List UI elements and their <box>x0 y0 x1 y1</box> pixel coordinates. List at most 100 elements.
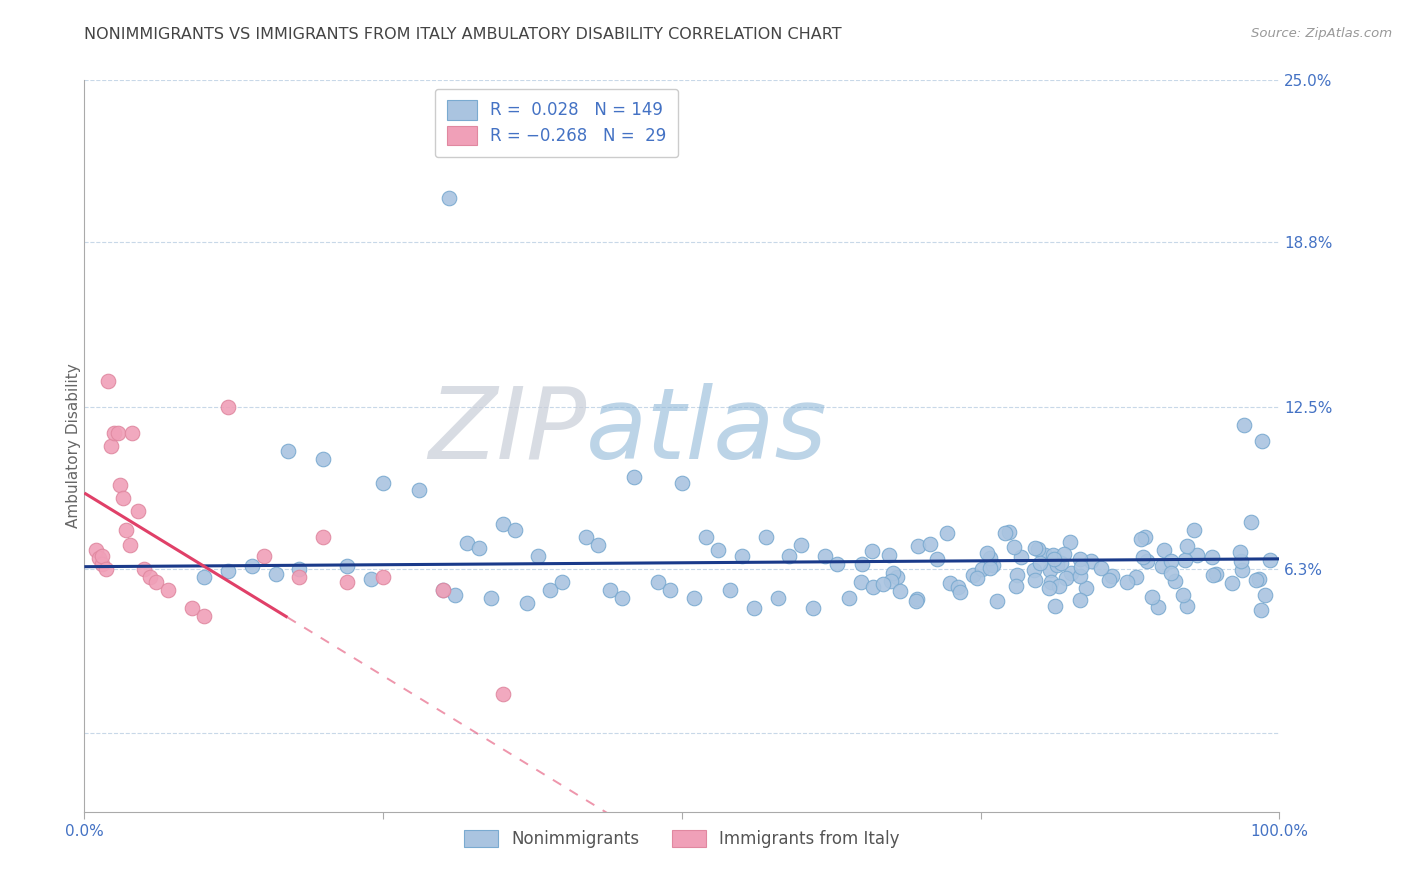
Point <box>1080 554 1102 568</box>
Point <box>312 452 335 467</box>
Point <box>91 557 114 571</box>
Point <box>1233 418 1256 433</box>
Point <box>1053 547 1076 561</box>
Point <box>1076 581 1098 595</box>
Point <box>492 517 515 532</box>
Point <box>588 538 610 552</box>
Point <box>1230 563 1253 577</box>
Point <box>516 596 538 610</box>
Point <box>1205 567 1227 582</box>
Point <box>217 400 239 414</box>
Point <box>1046 558 1069 573</box>
Point <box>1240 515 1263 529</box>
Point <box>110 478 132 492</box>
Point <box>1005 567 1028 582</box>
Point <box>551 574 574 589</box>
Point <box>1230 553 1253 567</box>
Point <box>118 538 141 552</box>
Point <box>277 444 299 458</box>
Point <box>468 541 491 555</box>
Point <box>312 530 335 544</box>
Point <box>742 601 765 615</box>
Text: NONIMMIGRANTS VS IMMIGRANTS FROM ITALY AMBULATORY DISABILITY CORRELATION CHART: NONIMMIGRANTS VS IMMIGRANTS FROM ITALY A… <box>84 27 842 42</box>
Point <box>1101 569 1123 583</box>
Point <box>882 566 904 580</box>
Point <box>1254 588 1277 602</box>
Point <box>1069 593 1091 607</box>
Point <box>1135 530 1157 544</box>
Point <box>962 568 984 582</box>
Point <box>1039 563 1062 577</box>
Point <box>360 572 382 586</box>
Point <box>1024 541 1046 556</box>
Point <box>880 574 903 588</box>
Point <box>1132 549 1154 564</box>
Point <box>1059 534 1081 549</box>
Point <box>994 525 1017 540</box>
Point <box>1038 581 1060 595</box>
Point <box>87 551 110 566</box>
Point <box>115 523 138 537</box>
Point <box>1258 553 1281 567</box>
Point <box>1153 543 1175 558</box>
Point <box>803 601 825 615</box>
Point <box>659 582 682 597</box>
Point <box>925 551 948 566</box>
Point <box>1047 579 1070 593</box>
Point <box>1056 571 1078 585</box>
Point <box>193 608 215 623</box>
Point <box>1247 572 1270 586</box>
Point <box>886 569 908 583</box>
Point <box>1024 573 1046 587</box>
Point <box>731 549 754 563</box>
Point <box>437 191 460 205</box>
Point <box>851 574 873 589</box>
Point <box>1250 602 1272 616</box>
Point <box>1160 566 1182 580</box>
Point <box>503 523 526 537</box>
Point <box>181 601 204 615</box>
Point <box>86 543 108 558</box>
Point <box>707 543 730 558</box>
Point <box>132 562 156 576</box>
Point <box>889 584 911 599</box>
Point <box>599 582 621 597</box>
Point <box>1229 545 1251 559</box>
Point <box>1002 540 1025 554</box>
Point <box>157 582 180 597</box>
Point <box>981 558 1004 572</box>
Point <box>1090 561 1112 575</box>
Point <box>671 475 693 490</box>
Point <box>408 483 430 498</box>
Point <box>766 591 789 605</box>
Point <box>986 594 1008 608</box>
Point <box>1171 588 1194 602</box>
Point <box>139 569 162 583</box>
Point <box>97 374 120 388</box>
Point <box>288 569 311 583</box>
Point <box>373 475 395 490</box>
Text: Source: ZipAtlas.com: Source: ZipAtlas.com <box>1251 27 1392 40</box>
Point <box>217 565 239 579</box>
Point <box>1175 539 1198 553</box>
Point <box>860 543 883 558</box>
Point <box>1177 599 1199 613</box>
Point <box>432 582 454 597</box>
Point <box>862 580 884 594</box>
Point <box>432 582 454 597</box>
Point <box>373 569 395 583</box>
Point <box>966 571 988 585</box>
Point <box>1005 579 1028 593</box>
Point <box>1125 570 1147 584</box>
Point <box>1043 551 1066 566</box>
Point <box>755 530 778 544</box>
Point <box>253 549 276 563</box>
Point <box>145 574 167 589</box>
Point <box>1160 554 1182 568</box>
Point <box>1039 575 1062 590</box>
Point <box>907 539 929 553</box>
Point <box>1130 532 1153 546</box>
Point <box>1069 551 1091 566</box>
Point <box>240 559 263 574</box>
Point <box>935 525 957 540</box>
